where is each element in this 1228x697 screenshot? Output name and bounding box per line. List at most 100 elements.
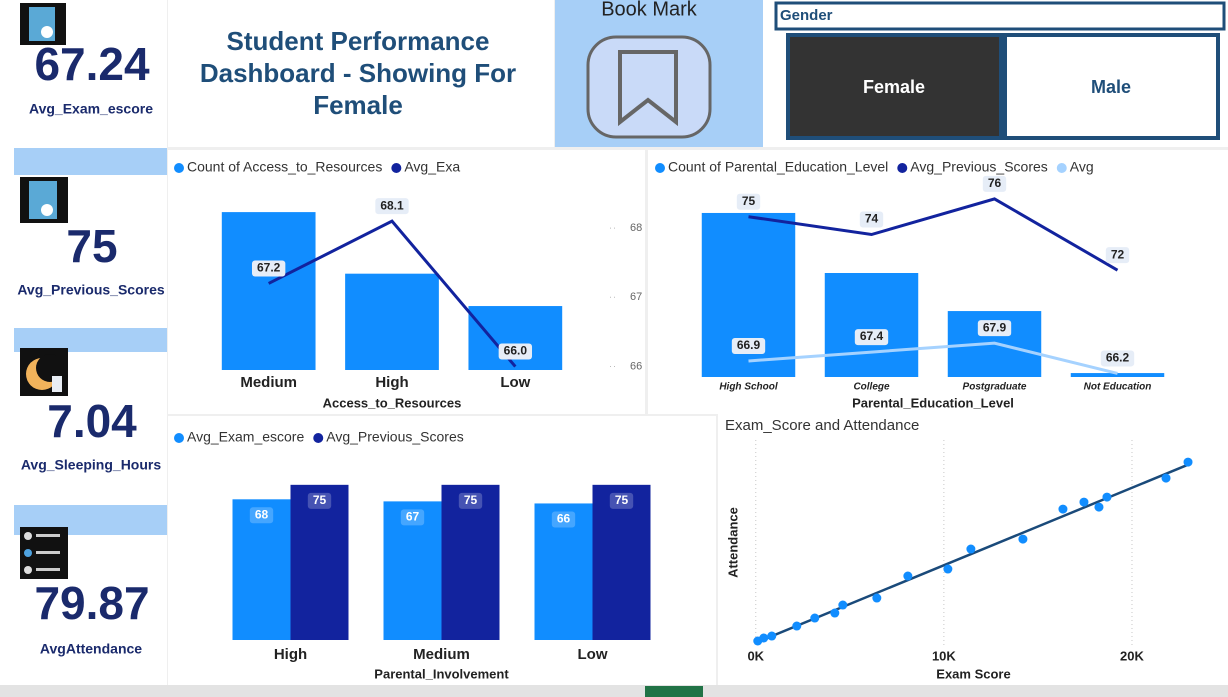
x-tick-label: Medium — [240, 374, 297, 391]
tab[interactable] — [645, 686, 703, 697]
trend-line — [757, 463, 1189, 644]
x-tick-label: Low — [578, 646, 608, 663]
kpi-value: 79.87 — [34, 577, 149, 629]
bar — [824, 273, 919, 377]
data-label-box — [859, 211, 884, 228]
bar — [232, 499, 291, 640]
kpi-label: AvgAttendance — [40, 641, 142, 657]
legend-marker — [1056, 163, 1067, 173]
data-label: 66 — [557, 512, 571, 526]
data-label: 72 — [1111, 247, 1125, 261]
data-label-box — [400, 509, 425, 526]
data-label-box — [1105, 247, 1130, 264]
data-label-box — [609, 492, 634, 509]
dashboard-title: Dashboard - Showing For — [200, 58, 516, 88]
bar — [441, 484, 500, 640]
scatter-point — [872, 593, 882, 603]
legend-marker — [897, 163, 908, 173]
x-axis-title: Parental_Education_Level — [852, 395, 1014, 410]
scatter-point — [943, 564, 953, 574]
data-label: 75 — [742, 194, 756, 208]
data-label-box — [977, 320, 1012, 337]
x-tick-label: 20K — [1120, 648, 1144, 663]
data-label-box — [731, 337, 766, 354]
x-axis-title: Exam Score — [936, 666, 1010, 681]
bar — [345, 273, 439, 370]
legend-marker — [174, 433, 184, 443]
data-label: 67.2 — [257, 261, 281, 275]
data-label: 74 — [865, 212, 879, 226]
slicer-option[interactable] — [786, 33, 1003, 140]
data-label: 66.9 — [737, 338, 761, 352]
data-label: 68 — [255, 507, 269, 521]
kpi-label: Avg_Exam_escore — [29, 101, 153, 117]
legend-label: Avg — [1070, 159, 1094, 175]
bar — [221, 212, 316, 370]
y2-tick-label: 67 — [630, 291, 642, 303]
bar — [1070, 373, 1165, 377]
legend-marker — [655, 163, 665, 173]
kpi-value: 7.04 — [47, 395, 137, 447]
data-label-box — [458, 492, 483, 509]
kpi-icon — [20, 527, 68, 579]
data-label-box — [736, 193, 761, 210]
legend-label: Avg_Exa — [404, 159, 460, 175]
bar — [592, 484, 651, 640]
data-label-box — [498, 343, 533, 360]
dashboard-title: Student Performance — [227, 26, 490, 56]
scatter-point — [792, 621, 802, 631]
x-tick-label: High School — [719, 382, 778, 393]
data-label-box — [551, 511, 576, 528]
tab-strip — [0, 685, 1228, 697]
y-axis-title: Attendance — [725, 507, 740, 578]
legend-label: Avg_Previous_Scores — [326, 429, 463, 445]
legend-marker — [174, 163, 184, 173]
data-label-box — [982, 175, 1007, 192]
scatter-point — [1102, 492, 1112, 502]
scatter-point — [810, 613, 820, 623]
data-label: 68.1 — [380, 198, 404, 212]
kpi-icon — [20, 3, 66, 45]
kpi-label: Avg_Previous_Scores — [17, 282, 165, 298]
data-label: 75 — [615, 493, 629, 507]
line — [267, 219, 517, 368]
x-tick-label: 10K — [932, 648, 956, 663]
bar — [290, 484, 349, 640]
data-label: 66.0 — [504, 344, 528, 358]
kpi-label: Avg_Sleeping_Hours — [21, 457, 162, 473]
bar — [468, 306, 563, 370]
dashboard-title: Female — [313, 90, 403, 120]
y2-tick-label: 68 — [630, 222, 642, 234]
data-label-box — [307, 492, 332, 509]
y2-tick-label: 66 — [630, 360, 642, 372]
scatter-point — [1058, 504, 1068, 514]
line — [748, 197, 1119, 272]
slicer-title: Gender — [780, 7, 833, 24]
legend-label: Count of Access_to_Resources — [187, 159, 382, 175]
kpi-icon — [20, 348, 68, 396]
kpi-separator — [14, 148, 167, 175]
kpi-icon — [20, 177, 68, 223]
bar — [383, 501, 442, 640]
kpi-value: 67.24 — [34, 38, 150, 90]
slicer-header — [774, 1, 1226, 31]
x-tick-label: Medium — [413, 646, 470, 663]
legend-marker — [391, 163, 402, 173]
data-label: 67.4 — [860, 329, 884, 343]
x-axis-title: Parental_Involvement — [374, 666, 509, 681]
legend-marker — [313, 433, 324, 443]
slicer-option[interactable] — [1003, 33, 1220, 140]
data-label-box — [375, 198, 409, 215]
bar — [534, 503, 593, 640]
bookmark-icon — [618, 50, 678, 127]
x-tick-label: High — [375, 374, 408, 391]
bookmark-label: Book Mark — [601, 0, 698, 20]
kpi-value: 75 — [66, 220, 117, 272]
legend-label: Count of Parental_Education_Level — [668, 159, 888, 175]
chart-title: Exam_Score and Attendance — [725, 417, 919, 434]
scatter-point — [1094, 502, 1104, 512]
data-label: 67.9 — [983, 320, 1007, 334]
line — [748, 341, 1118, 375]
data-label-box — [854, 329, 889, 346]
